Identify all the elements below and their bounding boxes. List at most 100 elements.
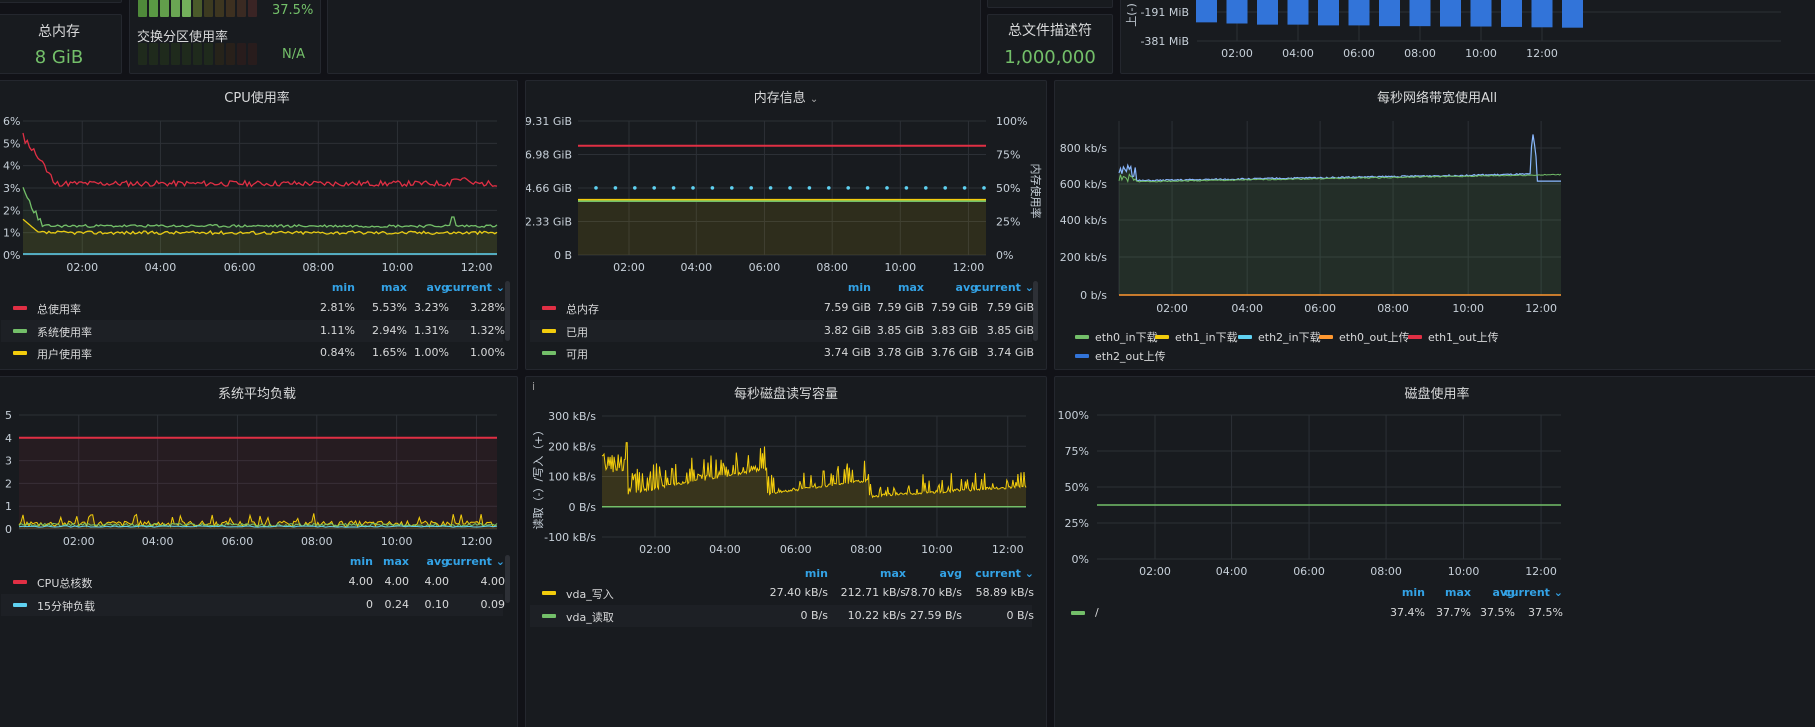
bar	[1348, 0, 1370, 26]
legend-row[interactable]: 总使用率 2.81% 5.53% 3.23% 3.28%	[1, 297, 505, 319]
x-tick-label: 02:00	[66, 261, 98, 274]
legend-row[interactable]: 15分钟负载 0 0.24 0.10 0.09	[1, 593, 506, 616]
y-tick-label: 6%	[3, 115, 20, 128]
x-tick-label: 08:00	[1377, 302, 1409, 315]
info-icon[interactable]: i	[532, 380, 536, 393]
x-tick-label: 04:00	[680, 261, 712, 274]
x-tick-label: 02:00	[1221, 47, 1253, 60]
y-tick-label: 5%	[3, 137, 20, 150]
legend-col-header[interactable]: current ⌄	[1504, 586, 1563, 599]
legend-max-value: 0.24	[384, 597, 410, 611]
legend-col-header[interactable]: current ⌄	[446, 555, 505, 568]
chevron-down-icon[interactable]: ⌄	[809, 94, 819, 105]
legend-current-value: 0.09	[480, 597, 506, 611]
legend-max-value: 5.53%	[372, 301, 407, 314]
legend-item[interactable]: eth2_out上传	[1075, 348, 1166, 364]
cpu-chart[interactable]: 6% 5% 4% 3% 2% 1% 0% 02:00 04:00 06:00 08:00 10:00 1…	[0, 81, 518, 370]
legend-swatch	[542, 351, 556, 355]
legend-avg-value: 3.23%	[414, 301, 449, 314]
x-tick-label: 04:00	[145, 261, 177, 274]
y-tick-label: 75%	[1065, 445, 1089, 458]
mem-usage-point	[943, 186, 947, 190]
y-tick-label: 5	[5, 409, 12, 422]
y-tick-label: 1	[5, 500, 12, 513]
legend-row[interactable]: 可用 3.74 GiB 3.78 GiB 3.76 GiB 3.74 GiB	[530, 342, 1034, 364]
x-tick-label: 02:00	[1156, 302, 1188, 315]
diskuse-chart[interactable]: 100% 75% 50% 25% 0% 02:00 04:00 06:00 08:00 10:00…	[1055, 377, 1815, 727]
mem-legend-scrollbar[interactable]	[1033, 281, 1038, 341]
legend-row[interactable]: vda_写入 27.40 kB/s 212.71 kB/s 78.70 kB/s 58.…	[530, 582, 1034, 604]
legend-row[interactable]: 总内存 7.59 GiB 7.59 GiB 7.59 GiB 7.59 GiB	[530, 297, 1034, 319]
mem-usage-point	[652, 186, 656, 190]
blank-panel	[327, 0, 981, 74]
legend-row[interactable]: 用户使用率 0.84% 1.65% 1.00% 1.00%	[1, 342, 505, 364]
legend-min-value: 37.4%	[1390, 606, 1425, 619]
legend-current-value: 4.00	[480, 575, 506, 588]
legend-current-value: 1.00%	[470, 346, 505, 359]
legend-avg-value: 27.59 B/s	[910, 608, 962, 622]
legend-col-header[interactable]: current ⌄	[975, 567, 1034, 580]
y2-tick-label: 50%	[996, 182, 1020, 195]
cpu-system-line-area	[23, 187, 497, 255]
mem-total-label: 总内存	[38, 24, 80, 40]
legend-row[interactable]: 系统使用率 1.11% 2.94% 1.31% 1.32%	[1, 319, 505, 342]
legend-min-value: 2.81%	[320, 301, 355, 314]
legend-item[interactable]: eth2_in下载	[1238, 329, 1321, 345]
fd-total-label: 总文件描述符	[1008, 23, 1092, 39]
x-tick-label: 04:00	[709, 543, 741, 556]
y-tick-label: 0%	[3, 249, 20, 262]
load-legend-scrollbar[interactable]	[505, 555, 510, 603]
eth0-in-line	[1118, 173, 1562, 184]
legend-col-header[interactable]: current ⌄	[446, 281, 505, 294]
x-tick-label: 08:00	[850, 543, 882, 556]
legend-row[interactable]: 已用 3.82 GiB 3.85 GiB 3.83 GiB 3.85 GiB	[530, 319, 1034, 342]
mem-total-stat-panel: 总内存 8 GiB	[0, 14, 122, 74]
legend-item[interactable]: eth1_out上传	[1408, 329, 1499, 345]
legend-item[interactable]: eth0_in下载	[1075, 329, 1158, 345]
legend-max-value: 3.85 GiB	[876, 323, 924, 337]
net-chart[interactable]: 800 kb/s 600 kb/s 400 kb/s 200 kb/s 0 b/s 02:…	[1055, 81, 1815, 370]
legend-max-value: 4.00	[384, 575, 410, 588]
legend-min-value: 4.00	[348, 575, 374, 588]
legend-min-value: 7.59 GiB	[823, 301, 871, 314]
legend-avg-value: 1.00%	[414, 346, 449, 359]
y-tick-label: 3%	[3, 182, 20, 195]
vda-write-line-area	[602, 442, 1026, 507]
x-tick-label: 08:00	[302, 261, 334, 274]
legend-max-value: 1.65%	[372, 346, 407, 359]
legend-item[interactable]: eth1_in下载	[1155, 329, 1238, 345]
y-tick-label: 800 kb/s	[1060, 142, 1108, 155]
legend-col-header: avg	[955, 281, 978, 294]
legend-row[interactable]: CPU总核数 4.00 4.00 4.00 4.00	[1, 571, 506, 593]
legend-item[interactable]: eth0_out上传	[1319, 329, 1410, 345]
y-tick-label: 200 kb/s	[1060, 251, 1108, 264]
y-tick-label: 0 B	[554, 249, 572, 262]
vda-write-line	[601, 442, 1027, 499]
y-tick-label: 300 kB/s	[548, 410, 596, 423]
y-tick-label: 0	[5, 523, 12, 536]
legend-max-value: 212.71 kB/s	[840, 586, 906, 599]
bar	[1318, 0, 1339, 26]
mem-usage-point	[885, 186, 889, 190]
cpu-legend-scrollbar[interactable]	[505, 281, 510, 341]
cpu-user-line-area	[23, 219, 497, 255]
mem-usage-point	[904, 186, 909, 190]
legend-col-header: min	[804, 567, 828, 580]
load-chart[interactable]: 5 4 3 2 1 0 02:00 04:00 06:00 08:00 10:00 12:00	[0, 377, 518, 727]
mem-title[interactable]: 内存信息 ⌄	[526, 87, 1046, 106]
cpu-title: CPU使用率	[224, 91, 290, 106]
load-title: 系统平均负载	[217, 387, 296, 402]
mem-chart[interactable]: 9.31 GiB 6.98 GiB 4.66 GiB 2.33 GiB 0 B 02:00…	[526, 81, 1047, 370]
net-panel: 每秒网络带宽使用All 800 kb/s 600 kb/s 400 kb/s 200 …	[1054, 80, 1815, 370]
swap-label: 交换分区使用率	[137, 30, 229, 45]
mem-title-text: 内存信息	[753, 91, 806, 106]
y2-tick-label: 25%	[996, 216, 1020, 229]
legend-swatch	[13, 328, 27, 333]
legend-col-header[interactable]: current ⌄	[975, 281, 1034, 294]
legend-row[interactable]: / 37.4% 37.7% 37.5% 37.5%	[1059, 602, 1805, 624]
diskio-chart[interactable]: 300 kB/s 200 kB/s 100 kB/s 0 B/s -100 kB/s 02…	[526, 377, 1047, 727]
legend-row[interactable]: vda_读取 0 B/s 10.22 kB/s 27.59 B/s 0 B/s	[530, 604, 1034, 627]
x-tick-label: 02:00	[63, 535, 95, 548]
legend-col-header: max	[381, 281, 407, 294]
legend-current-value: 58.89 kB/s	[975, 586, 1034, 599]
